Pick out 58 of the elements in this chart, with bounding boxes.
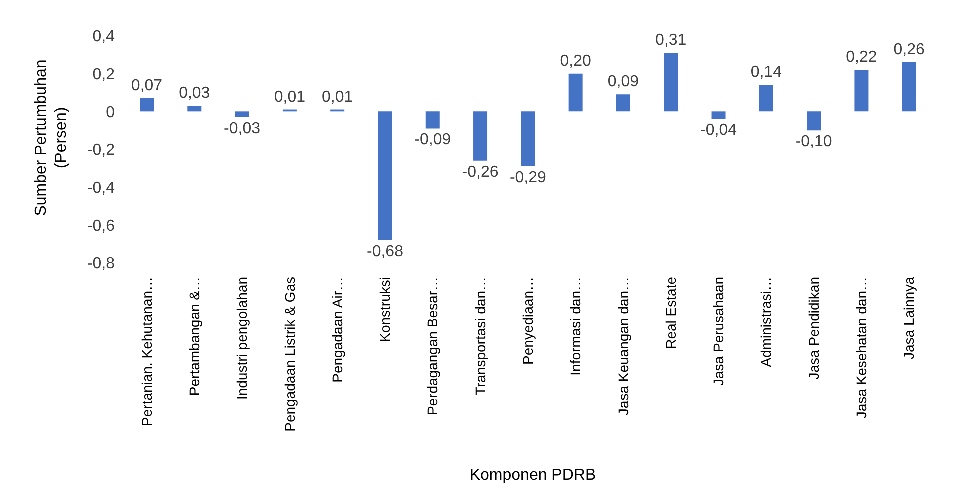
y-tick-label: 0 — [106, 104, 116, 122]
bar — [664, 53, 678, 112]
data-label: -0,10 — [796, 134, 832, 151]
data-label: 0,22 — [846, 49, 878, 66]
y-tick-label: -0,8 — [87, 256, 116, 273]
x-tick-label: Real Estate — [662, 276, 679, 350]
bar — [474, 112, 488, 161]
data-label: 0,09 — [608, 74, 640, 91]
data-label: 0,20 — [560, 52, 592, 70]
x-tick-label: Pengadaan Listrik & Gas — [282, 277, 298, 432]
x-tick-label: Industri pengolahan — [234, 277, 250, 400]
data-label: 0,31 — [656, 32, 687, 50]
bar — [759, 85, 774, 112]
bar — [378, 112, 392, 240]
bar — [616, 94, 630, 112]
data-label: -0,29 — [510, 170, 547, 187]
x-tick-label: Jasa Perusahaan — [710, 277, 727, 386]
bar — [902, 62, 916, 112]
x-tick-label: Jasa Lainnya — [901, 276, 918, 360]
x-tick-label: Informasi dan… — [568, 277, 584, 376]
x-tick-label: Administrasi… — [758, 277, 774, 368]
data-label: 0,07 — [131, 77, 163, 94]
x-tick-label: Konstruksi — [377, 277, 394, 342]
data-label: -0,26 — [462, 164, 499, 181]
data-label: 0,01 — [322, 88, 354, 106]
y-tick-label: -0,6 — [87, 218, 116, 235]
bar — [426, 112, 440, 129]
data-label: 0,03 — [179, 84, 210, 102]
bar — [712, 112, 726, 120]
bar — [854, 70, 869, 112]
bar — [521, 112, 536, 167]
data-label: -0,03 — [224, 120, 261, 138]
x-tick-label: Jasa Pendidikan — [806, 277, 822, 380]
x-axis-title: Komponen PDRB — [470, 467, 596, 484]
x-tick-label: Jasa Keuangan dan… — [615, 277, 632, 416]
y-tick-label: -0,4 — [87, 180, 116, 198]
x-tick-label: Pertanian. Kehutanan… — [138, 277, 155, 426]
y-tick-label: -0,2 — [87, 142, 116, 160]
x-tick-label: Perdagangan Besar… — [424, 277, 441, 416]
data-label: -0,68 — [367, 243, 404, 260]
bar — [568, 74, 583, 112]
bar — [188, 106, 202, 112]
x-tick-label: Pengadaan Air… — [329, 277, 346, 383]
data-label: -0,09 — [414, 132, 452, 149]
bar — [140, 98, 154, 112]
data-label: 0,01 — [274, 88, 306, 106]
y-tick-label: 0,2 — [92, 66, 116, 84]
x-tick-label: Jasa Kesehatan dan… — [854, 277, 870, 419]
x-tick-label: Transportasi dan… — [472, 277, 488, 396]
data-label: 0,26 — [894, 41, 926, 58]
y-tick-label: 0,4 — [92, 28, 116, 46]
x-tick-label: Penyediaan… — [520, 277, 536, 365]
x-tick-label: Pertambangan &… — [186, 277, 202, 396]
data-label: 0,14 — [750, 64, 782, 82]
y-axis-title: Sumber Pertumbuhan (Persen) — [33, 60, 70, 216]
bar — [235, 112, 250, 118]
bar — [807, 112, 822, 131]
data-label: -0,04 — [700, 122, 738, 140]
